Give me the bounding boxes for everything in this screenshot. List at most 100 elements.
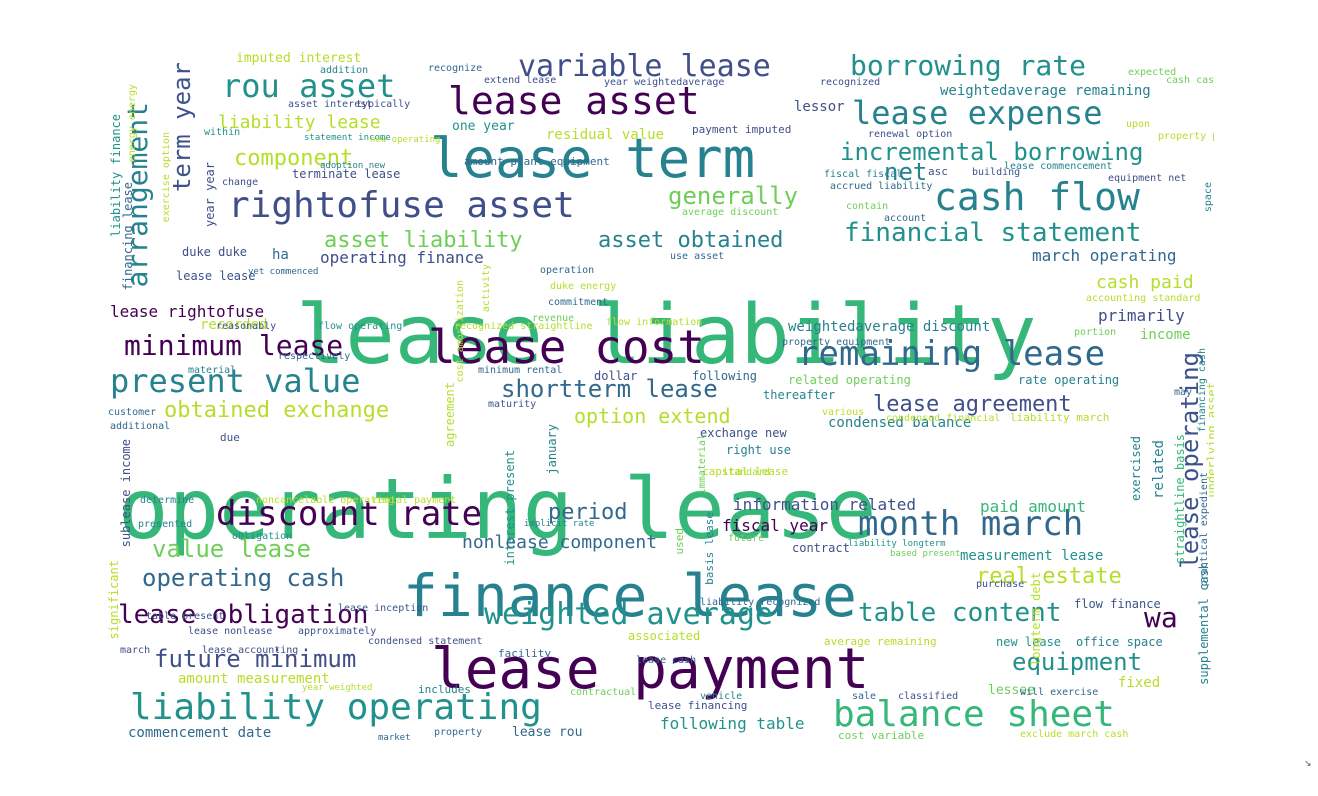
cloud-word-approximately: approximately bbox=[298, 626, 377, 637]
cloud-word-lease-term: lease term bbox=[430, 127, 756, 190]
cloud-word-exchange-new: exchange new bbox=[700, 426, 787, 440]
cloud-word-rou-asset: rou asset bbox=[222, 67, 396, 105]
cloud-word-contain: contain bbox=[846, 201, 889, 212]
cloud-word-exercise-option: exercise option bbox=[161, 132, 172, 223]
cloud-word-fixed: fixed bbox=[1118, 675, 1161, 691]
cloud-word-maturity: maturity bbox=[488, 399, 537, 410]
cloud-word-space: space bbox=[1203, 182, 1214, 213]
cloud-word-additional: additional bbox=[110, 421, 171, 432]
cloud-word-exercised: exercised bbox=[1129, 436, 1143, 502]
cloud-word-march-operating: march operating bbox=[1032, 246, 1177, 265]
cloud-word-market: market bbox=[378, 733, 411, 743]
cloud-word-table-present: table present bbox=[146, 611, 225, 622]
cloud-word-energy-energy: energy energy bbox=[127, 84, 138, 163]
cloud-word-wa: wa bbox=[1144, 601, 1178, 634]
cloud-word-duke-energy: duke energy bbox=[550, 281, 617, 292]
cloud-word-finance-lease: finance lease bbox=[403, 562, 857, 630]
cloud-word-flow-information: flow information bbox=[606, 317, 703, 328]
cloud-word-year-year: year year bbox=[203, 162, 217, 228]
cloud-word-recognized: recognized bbox=[820, 77, 881, 88]
cloud-word-minimum-rental: minimum rental bbox=[478, 365, 563, 376]
cloud-word-yet-commenced: yet commenced bbox=[248, 267, 319, 277]
cloud-word-based-present: based present bbox=[890, 549, 961, 559]
cloud-word-agreement: agreement bbox=[443, 382, 457, 448]
cloud-word-minimum-lease: minimum lease bbox=[124, 329, 344, 362]
cloud-word-flow-operating: flow operating bbox=[318, 321, 403, 332]
cloud-word-expected: expected bbox=[1128, 67, 1177, 78]
cloud-word-lease-obligation: lease obligation bbox=[118, 600, 369, 630]
cloud-word-lease-financing: lease financing bbox=[648, 699, 748, 712]
cloud-word-year-weightedaverage: year weightedaverage bbox=[604, 77, 725, 88]
cloud-word-obtained-exchange: obtained exchange bbox=[164, 398, 390, 423]
cloud-word-following-table: following table bbox=[660, 714, 805, 733]
cloud-word-residual-value: residual value bbox=[546, 127, 665, 143]
cloud-word-liability-recognized: liability recognized bbox=[700, 597, 821, 608]
cloud-word-straightline-basis: straightline basis bbox=[1173, 434, 1187, 565]
cloud-word-practical-expedient: practical expedient bbox=[1199, 472, 1210, 587]
cloud-word-liability-longterm: liability longterm bbox=[848, 539, 946, 549]
cloud-word-sale: sale bbox=[852, 691, 877, 702]
cloud-word-sublease-income: sublease income bbox=[119, 439, 133, 548]
cloud-word-asset-liability: asset liability bbox=[324, 228, 523, 253]
cloud-word-addition: addition bbox=[320, 65, 369, 76]
cloud-word-month-march: month march bbox=[858, 504, 1084, 544]
cloud-word-paid-amount: paid amount bbox=[980, 497, 1086, 516]
cloud-word-revenue: revenue bbox=[532, 313, 575, 324]
cloud-word-asset-obtained: asset obtained bbox=[598, 228, 784, 253]
cloud-word-use-asset: use asset bbox=[670, 251, 725, 262]
cloud-word-exclude-march-cash: exclude march cash bbox=[1020, 729, 1129, 740]
cloud-word-cash-flow: cash flow bbox=[934, 175, 1140, 219]
cloud-word-value-lease: value lease bbox=[152, 535, 311, 563]
cloud-word-lease-agreement: lease agreement bbox=[873, 392, 1072, 417]
cloud-word-thereafter: thereafter bbox=[763, 388, 836, 402]
cloud-word-related: related bbox=[1151, 440, 1167, 500]
cloud-word-condensed-balance: condensed balance bbox=[828, 415, 972, 431]
cloud-word-determine: determine bbox=[140, 495, 195, 506]
cloud-word-generally: generally bbox=[668, 182, 799, 210]
cloud-word-equipment: equipment bbox=[1012, 648, 1143, 676]
cloud-word-information-related: information related bbox=[733, 495, 917, 514]
cloud-word-cost-variable: cost variable bbox=[838, 729, 925, 742]
cloud-word-implicit-rate: implicit rate bbox=[524, 519, 595, 529]
cloud-word-fiscal-year: fiscal year bbox=[722, 516, 828, 535]
cloud-word-lease-rou: lease rou bbox=[512, 725, 583, 740]
cloud-word-weighted-average: weighted average bbox=[484, 597, 773, 632]
cloud-word-average-discount: average discount bbox=[682, 207, 779, 218]
cloud-word-option-extend: option extend bbox=[574, 404, 731, 428]
cloud-word-income: income bbox=[1140, 327, 1191, 343]
cloud-word-accrued-liability: accrued liability bbox=[830, 181, 933, 192]
resize-handle-icon[interactable]: ↘ bbox=[1304, 759, 1312, 769]
cloud-word-january: january bbox=[545, 424, 559, 475]
cloud-word-asset-interest: asset interest bbox=[288, 99, 373, 110]
cloud-word-lessor: lessor bbox=[794, 99, 845, 115]
cloud-word-office-space: office space bbox=[1076, 635, 1163, 649]
cloud-word-capital-lease: capital lease bbox=[702, 465, 789, 478]
cloud-word-basis-lease: basis lease bbox=[703, 512, 716, 585]
cloud-word-various: various bbox=[822, 407, 865, 418]
cloud-word-cash-cash: cash cash bbox=[1166, 75, 1214, 86]
cloud-word-change: change bbox=[222, 177, 259, 188]
cloud-word-purchase: purchase bbox=[976, 579, 1025, 590]
cloud-word-measurement-lease: measurement lease bbox=[960, 548, 1104, 564]
cloud-word-financing-lease: financing lease bbox=[121, 182, 135, 291]
cloud-word-condensed-statement: condensed statement bbox=[368, 636, 483, 647]
cloud-word-property-equipment: property equipment bbox=[782, 337, 891, 348]
cloud-word-liability-lease: liability lease bbox=[218, 112, 381, 133]
cloud-word-related-operating: related operating bbox=[788, 373, 911, 387]
cloud-word-operating-lease: operating lease bbox=[118, 460, 877, 558]
cloud-word-liability-operating: liability operating bbox=[130, 687, 542, 728]
cloud-word-year-weighted: year weighted bbox=[302, 683, 373, 693]
cloud-word-material: material bbox=[188, 365, 237, 376]
cloud-word-right-use: right use bbox=[726, 443, 792, 457]
cloud-word-lease-commencement: lease commencement bbox=[1004, 161, 1113, 172]
cloud-word-accounting-standard: accounting standard bbox=[1086, 293, 1201, 304]
cloud-word-weightedaverage-remaining: weightedaverage remaining bbox=[940, 83, 1151, 99]
cloud-word-lease-inception: lease inception bbox=[338, 603, 429, 614]
cloud-word-recognize: recognize bbox=[428, 63, 483, 74]
cloud-word-customer: customer bbox=[108, 407, 157, 418]
cloud-word-within: within bbox=[204, 127, 241, 138]
cloud-word-real-estate: real estate bbox=[976, 564, 1122, 589]
cloud-word-lease-rightofuse: lease rightofuse bbox=[110, 302, 265, 321]
cloud-word-upon: upon bbox=[1126, 119, 1151, 130]
cloud-word-obligation: obligation bbox=[232, 531, 293, 542]
